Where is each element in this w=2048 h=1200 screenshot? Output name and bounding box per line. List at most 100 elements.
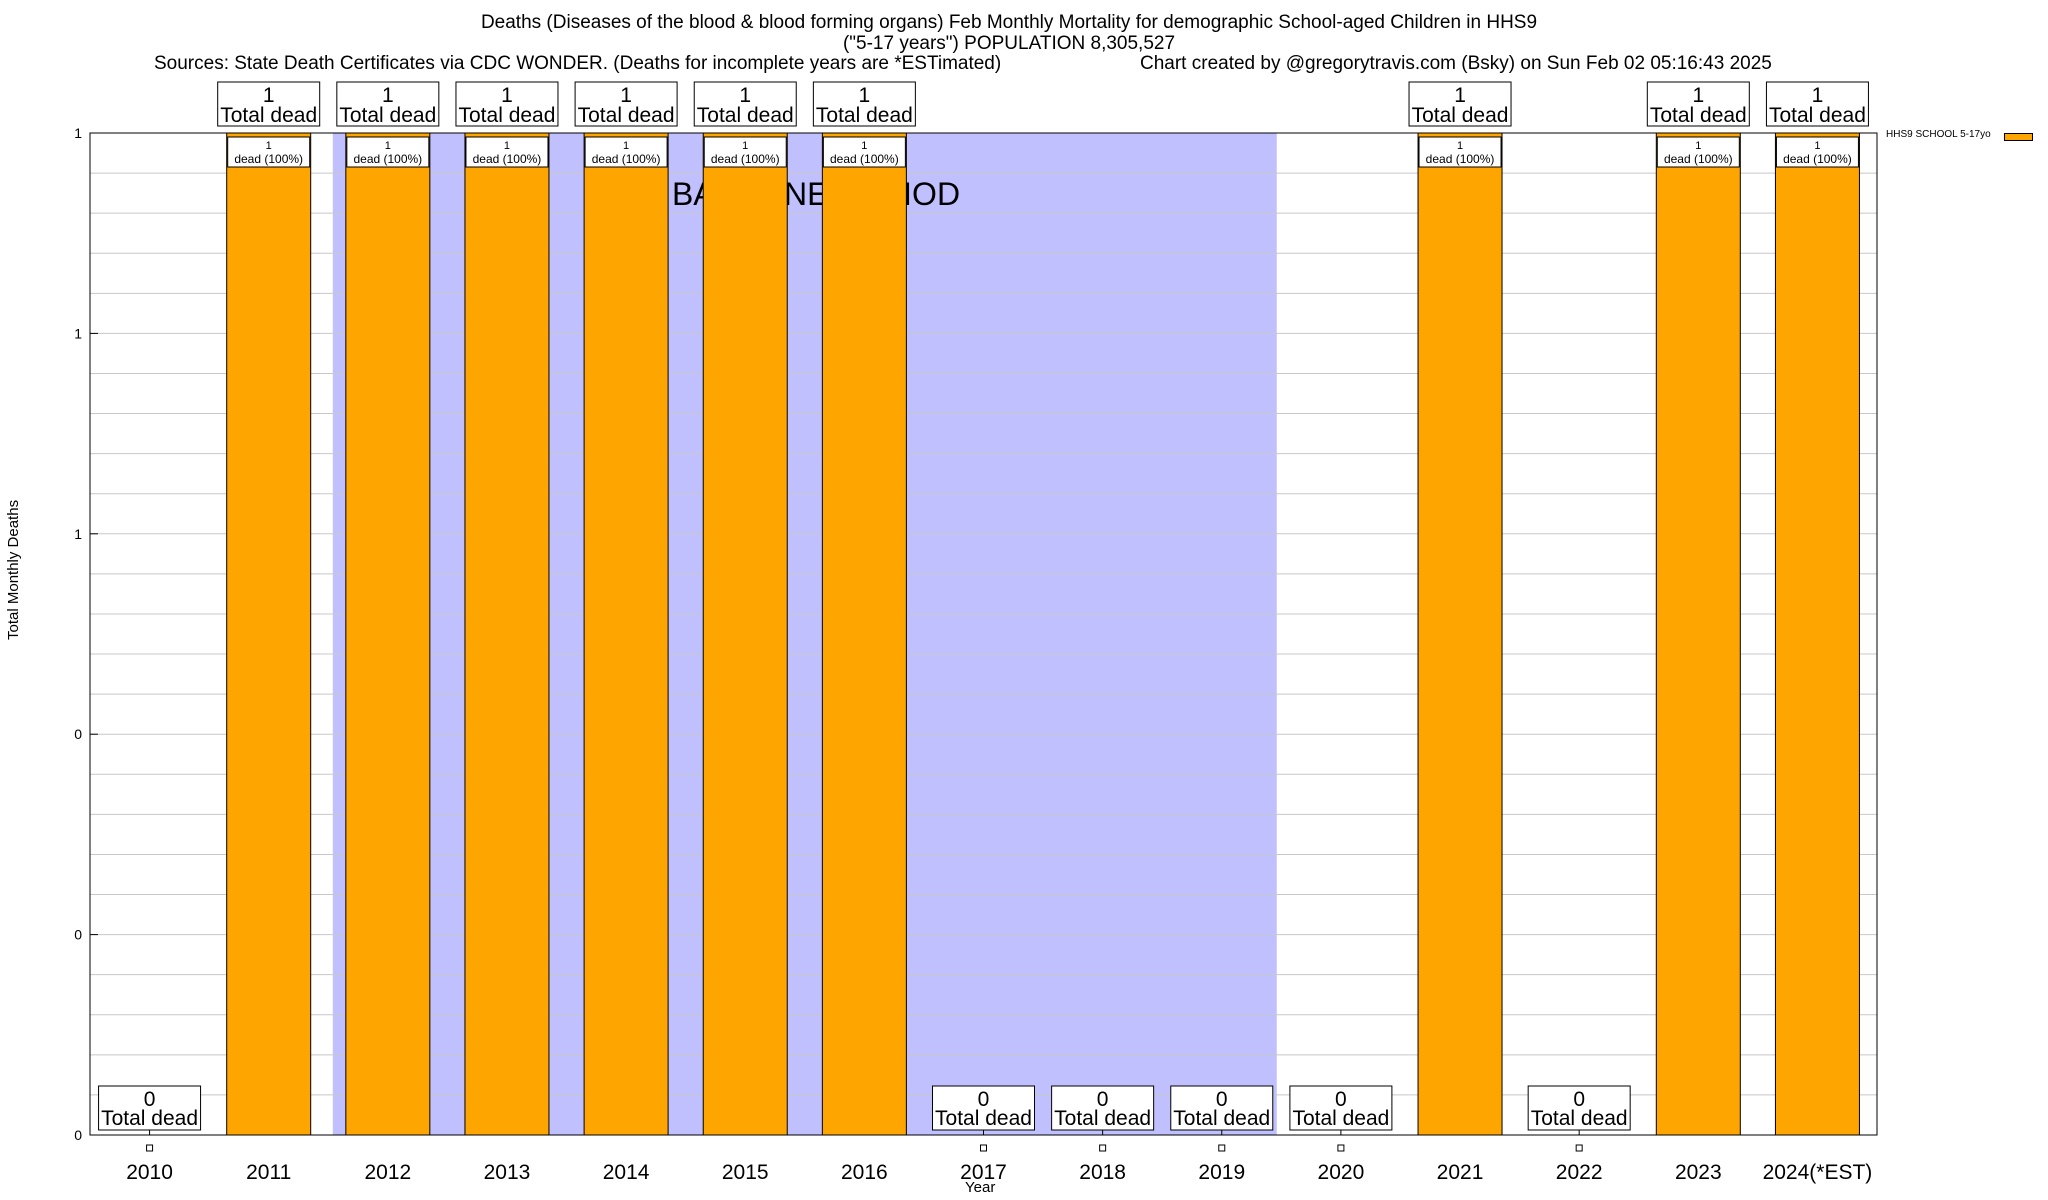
bar-label-value: 1 xyxy=(1695,140,1701,152)
total-text: Total dead xyxy=(697,104,794,127)
bar-label-box xyxy=(584,136,668,168)
y-tick-label: 1 xyxy=(74,526,82,542)
bar xyxy=(1774,132,1860,1136)
total-value: 1 xyxy=(1692,84,1704,107)
total-box xyxy=(1051,1085,1155,1131)
total-box xyxy=(336,81,440,127)
y-tick-label: 0 xyxy=(74,1127,82,1143)
total-box xyxy=(1289,1085,1393,1131)
total-text: Total dead xyxy=(339,104,436,127)
bar-label-text: dead (100%) xyxy=(353,152,422,166)
x-tick-label: 2017 xyxy=(960,1161,1007,1184)
bar-label-text: dead (100%) xyxy=(1783,152,1852,166)
total-box xyxy=(1646,81,1750,127)
total-box xyxy=(932,1085,1035,1131)
total-text: Total dead xyxy=(1054,1107,1151,1130)
chart-credit: Chart created by @gregorytravis.com (Bsk… xyxy=(1140,53,1772,74)
total-value: 1 xyxy=(501,84,513,107)
bar-label-value: 1 xyxy=(504,140,510,152)
x-axis-label: Year xyxy=(965,1179,996,1196)
bar-label-box xyxy=(703,136,787,168)
x-tick-label: 2020 xyxy=(1318,1161,1365,1184)
x-tick-label: 2021 xyxy=(1437,1161,1484,1184)
y-tick-label: 0 xyxy=(74,927,82,943)
total-value: 0 xyxy=(1097,1088,1109,1111)
total-text: Total dead xyxy=(1412,104,1509,127)
total-box xyxy=(455,81,559,127)
x-tick-label: 2022 xyxy=(1556,1161,1603,1184)
y-tick-label: 1 xyxy=(74,125,82,141)
bar-label-value: 1 xyxy=(266,140,272,152)
bar xyxy=(821,132,907,1136)
x-tick-label: 2012 xyxy=(364,1161,411,1184)
bar xyxy=(702,132,788,1136)
bar-label-box xyxy=(346,136,430,168)
bar-label-value: 1 xyxy=(1457,140,1463,152)
total-value: 1 xyxy=(382,84,394,107)
total-box xyxy=(812,81,916,127)
x-tick-label: 2013 xyxy=(484,1161,531,1184)
bar-label-text: dead (100%) xyxy=(711,152,780,166)
bar xyxy=(1417,132,1503,1136)
total-text: Total dead xyxy=(459,104,556,127)
total-value: 1 xyxy=(859,84,871,107)
bar-label-value: 1 xyxy=(861,140,867,152)
total-value: 0 xyxy=(1335,1088,1347,1111)
x-tick-label: 2024(*EST) xyxy=(1763,1161,1873,1184)
total-text: Total dead xyxy=(935,1107,1032,1130)
bar-label-box xyxy=(1418,136,1502,168)
total-box xyxy=(1408,81,1512,127)
x-tick-label: 2023 xyxy=(1675,1161,1722,1184)
plot-frame xyxy=(89,132,1878,1136)
zero-marker xyxy=(1099,1144,1107,1152)
total-value: 0 xyxy=(144,1088,156,1111)
y-tick-label: 1 xyxy=(74,325,82,341)
total-text: Total dead xyxy=(1769,104,1866,127)
total-text: Total dead xyxy=(1292,1107,1389,1130)
sources-note: Sources: State Death Certificates via CD… xyxy=(154,53,1002,74)
y-tick-label: 0 xyxy=(74,726,82,742)
bar-label-box xyxy=(227,136,311,168)
bar xyxy=(583,132,669,1136)
bar xyxy=(345,132,431,1136)
bar-label-text: dead (100%) xyxy=(234,152,303,166)
x-tick-label: 2015 xyxy=(722,1161,769,1184)
x-tick-label: 2011 xyxy=(246,1161,291,1184)
total-value: 1 xyxy=(1454,84,1466,107)
total-value: 0 xyxy=(1573,1088,1585,1111)
total-box xyxy=(217,81,321,127)
bar-label-value: 1 xyxy=(385,140,391,152)
x-tick-label: 2016 xyxy=(841,1161,888,1184)
bar-label-text: dead (100%) xyxy=(830,152,899,166)
bar-label-box xyxy=(1656,136,1740,168)
total-box xyxy=(1765,81,1869,127)
bar-label-text: dead (100%) xyxy=(592,152,661,166)
bar-label-value: 1 xyxy=(742,140,748,152)
total-box xyxy=(574,81,678,127)
total-value: 1 xyxy=(620,84,632,107)
x-tick-label: 2010 xyxy=(126,1161,173,1184)
zero-marker xyxy=(980,1144,987,1152)
total-box xyxy=(1527,1085,1631,1131)
bar-label-box xyxy=(822,136,906,168)
bar-label-text: dead (100%) xyxy=(1664,152,1733,166)
y-axis-label: Total Monthly Deaths xyxy=(5,499,22,640)
zero-marker xyxy=(1218,1144,1226,1152)
total-text: Total dead xyxy=(1650,104,1747,127)
zero-marker xyxy=(1575,1144,1583,1152)
legend-label: HHS9 SCHOOL 5-17yo xyxy=(1886,129,1991,140)
total-text: Total dead xyxy=(1531,1107,1628,1130)
total-value: 1 xyxy=(739,84,751,107)
total-box xyxy=(98,1085,202,1131)
x-tick-label: 2014 xyxy=(603,1161,650,1184)
x-tick-label: 2018 xyxy=(1079,1161,1126,1184)
bar-label-text: dead (100%) xyxy=(1426,152,1495,166)
total-value: 1 xyxy=(1812,84,1824,107)
chart-title: Deaths (Diseases of the blood & blood fo… xyxy=(480,12,1538,33)
bar xyxy=(226,132,312,1136)
bar xyxy=(1655,132,1741,1136)
bar xyxy=(464,132,550,1136)
total-text: Total dead xyxy=(220,104,317,127)
total-text: Total dead xyxy=(816,104,913,127)
